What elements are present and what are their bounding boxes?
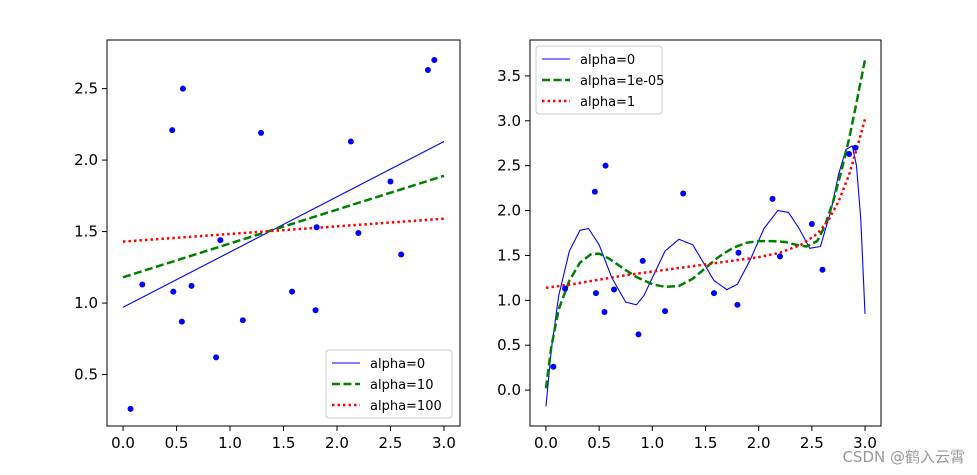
- series-line-alpha=0: [545, 145, 866, 407]
- data-point: [239, 317, 246, 324]
- data-point: [776, 253, 783, 260]
- x-tick-label: 3.0: [432, 434, 456, 452]
- y-tick-label: 1.5: [497, 246, 521, 264]
- legend-box: [325, 349, 453, 419]
- legend-label: alpha=1e-05: [580, 74, 664, 89]
- legend-label: alpha=0: [580, 53, 635, 68]
- data-point: [188, 282, 195, 289]
- data-point: [355, 230, 362, 236]
- x-tick-label: 1.5: [272, 434, 296, 452]
- data-point: [179, 85, 186, 92]
- data-point: [808, 221, 815, 228]
- data-point: [611, 286, 618, 293]
- legend-label: alpha=10: [370, 378, 433, 393]
- data-point: [662, 308, 669, 315]
- data-point: [387, 178, 394, 185]
- x-tick-label: 1.0: [218, 434, 242, 452]
- data-point: [769, 195, 776, 202]
- x-tick-label: 2.5: [800, 434, 824, 452]
- series-line-alpha=0: [122, 141, 445, 308]
- data-point: [213, 354, 220, 361]
- data-point: [169, 127, 176, 134]
- y-tick-label: 2.0: [74, 151, 98, 169]
- x-tick-label: 1.5: [694, 434, 718, 452]
- data-point: [258, 129, 265, 136]
- x-tick-label: 0.5: [587, 434, 611, 452]
- y-tick-label: 0.5: [74, 366, 98, 384]
- plot-panel-1: 0.0 0.5 1.0 1.5 2.0 2.5 3.0 0.5 1.0 1.5 2.0 2.5 alph…: [74, 39, 461, 452]
- x-tick-label: 0.0: [111, 434, 135, 452]
- y-tick-label: 0.5: [497, 336, 521, 354]
- data-point: [313, 224, 320, 231]
- data-point: [170, 288, 177, 295]
- data-point: [398, 251, 405, 258]
- x-tick-label: 2.0: [747, 434, 771, 452]
- legend: alpha=0 alpha=10 alpha=100: [325, 349, 453, 419]
- data-point: [711, 290, 718, 297]
- x-tick-label: 0.0: [534, 434, 558, 452]
- data-point: [178, 318, 185, 325]
- x-tick-label: 1.0: [640, 434, 664, 452]
- series-line-alpha=100: [122, 217, 445, 243]
- legend-box: [535, 45, 663, 115]
- y-tick-label: 1.5: [74, 223, 98, 241]
- y-tick-label: 0.0: [497, 381, 521, 399]
- data-point: [431, 57, 438, 64]
- data-point: [819, 266, 826, 273]
- y-tick-label: 2.5: [74, 80, 98, 98]
- data-point: [562, 285, 569, 292]
- data-point: [601, 308, 608, 315]
- data-point: [127, 405, 134, 412]
- x-tick-label: 3.0: [853, 434, 877, 452]
- data-point: [680, 190, 687, 197]
- data-point: [734, 301, 741, 308]
- data-point: [635, 331, 642, 338]
- data-point: [735, 249, 742, 256]
- y-tick-label: 2.0: [497, 202, 521, 220]
- data-point: [639, 257, 646, 264]
- data-point: [424, 67, 431, 74]
- y-tick-label: 3.5: [497, 67, 521, 85]
- x-tick-label: 0.5: [165, 434, 189, 452]
- data-point: [312, 307, 319, 314]
- x-tick-label: 2.0: [325, 434, 349, 452]
- y-tick-label: 1.0: [497, 291, 521, 309]
- data-point: [846, 151, 853, 158]
- data-point: [139, 281, 146, 288]
- legend-label: alpha=1: [580, 95, 635, 110]
- series-line-alpha=1: [545, 118, 867, 290]
- plot-panel-2: 0.0 0.5 1.0 1.5 2.0 2.5 3.0 0.0 0.5 1.0 1.5 2.0 2.5 3…: [497, 39, 882, 452]
- data-point: [591, 188, 598, 195]
- legend-label: alpha=0: [370, 357, 425, 372]
- series-line-alpha=10: [122, 174, 445, 279]
- y-tick-label: 2.5: [497, 157, 521, 175]
- data-point: [602, 162, 609, 169]
- watermark-text: CSDN @鹤入云霄: [842, 448, 965, 466]
- data-point: [347, 138, 354, 145]
- data-point: [550, 363, 557, 370]
- data-point: [592, 290, 599, 297]
- data-point: [289, 288, 296, 295]
- y-tick-label: 1.0: [74, 294, 98, 312]
- data-point: [217, 237, 224, 244]
- legend: alpha=0 alpha=1e-05 alpha=1: [535, 45, 664, 115]
- y-tick-label: 3.0: [497, 112, 521, 130]
- x-tick-label: 2.5: [379, 434, 403, 452]
- legend-label: alpha=100: [370, 399, 442, 414]
- data-point: [852, 144, 859, 151]
